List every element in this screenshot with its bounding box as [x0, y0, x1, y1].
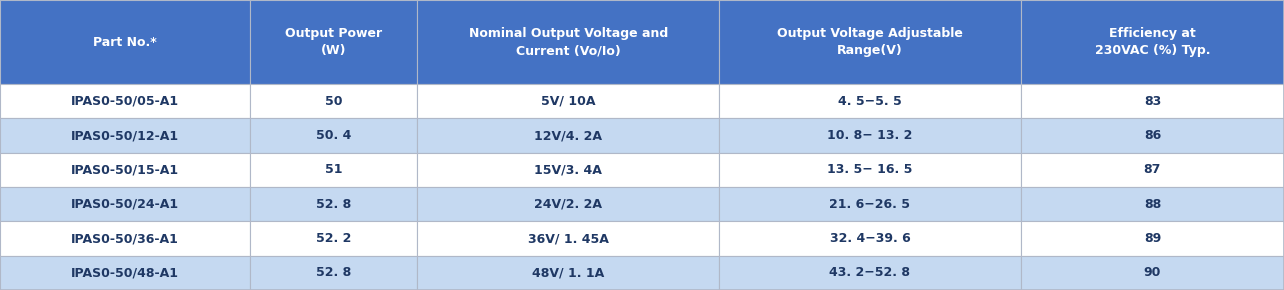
Text: 48V/ 1. 1A: 48V/ 1. 1A	[532, 266, 605, 279]
Bar	[250, 153, 417, 187]
Bar	[719, 118, 1021, 153]
Text: 89: 89	[1144, 232, 1161, 245]
Bar	[250, 118, 417, 153]
Bar	[0, 118, 250, 153]
Text: IPAS0-50/24-A1: IPAS0-50/24-A1	[71, 198, 180, 211]
Text: Part No.*: Part No.*	[94, 36, 157, 48]
Bar	[417, 118, 719, 153]
Text: 24V/2. 2A: 24V/2. 2A	[534, 198, 602, 211]
Text: 52. 2: 52. 2	[316, 232, 352, 245]
Text: IPAS0-50/12-A1: IPAS0-50/12-A1	[71, 129, 180, 142]
Bar	[250, 84, 417, 118]
Bar	[417, 221, 719, 256]
Bar	[719, 256, 1021, 290]
Text: IPAS0-50/36-A1: IPAS0-50/36-A1	[71, 232, 180, 245]
Bar	[719, 221, 1021, 256]
Text: 90: 90	[1144, 266, 1161, 279]
Text: 50: 50	[325, 95, 343, 108]
Bar	[417, 187, 719, 221]
Bar	[719, 84, 1021, 118]
Bar	[719, 0, 1021, 84]
Text: Output Voltage Adjustable
Range(V): Output Voltage Adjustable Range(V)	[777, 27, 963, 57]
Bar	[0, 84, 250, 118]
Text: 4. 5−5. 5: 4. 5−5. 5	[838, 95, 901, 108]
Bar	[1021, 118, 1284, 153]
Bar	[417, 0, 719, 84]
Text: Efficiency at
230VAC (%) Typ.: Efficiency at 230VAC (%) Typ.	[1095, 27, 1210, 57]
Text: IPAS0-50/48-A1: IPAS0-50/48-A1	[71, 266, 180, 279]
Bar	[0, 256, 250, 290]
Text: 50. 4: 50. 4	[316, 129, 352, 142]
Bar	[0, 153, 250, 187]
Bar	[719, 187, 1021, 221]
Text: 10. 8− 13. 2: 10. 8− 13. 2	[827, 129, 913, 142]
Text: 52. 8: 52. 8	[316, 266, 352, 279]
Text: IPAS0-50/05-A1: IPAS0-50/05-A1	[71, 95, 180, 108]
Bar	[719, 153, 1021, 187]
Text: 83: 83	[1144, 95, 1161, 108]
Bar	[417, 256, 719, 290]
Text: 52. 8: 52. 8	[316, 198, 352, 211]
Bar	[417, 84, 719, 118]
Text: 15V/3. 4A: 15V/3. 4A	[534, 163, 602, 176]
Bar	[1021, 221, 1284, 256]
Text: 43. 2−52. 8: 43. 2−52. 8	[829, 266, 910, 279]
Text: 13. 5− 16. 5: 13. 5− 16. 5	[827, 163, 913, 176]
Text: IPAS0-50/15-A1: IPAS0-50/15-A1	[71, 163, 180, 176]
Text: Output Power
(W): Output Power (W)	[285, 27, 383, 57]
Text: 51: 51	[325, 163, 343, 176]
Text: Nominal Output Voltage and
Current (Vo/Io): Nominal Output Voltage and Current (Vo/I…	[469, 27, 668, 57]
Bar	[1021, 256, 1284, 290]
Bar	[417, 153, 719, 187]
Bar	[0, 187, 250, 221]
Bar	[250, 221, 417, 256]
Bar	[250, 0, 417, 84]
Text: 12V/4. 2A: 12V/4. 2A	[534, 129, 602, 142]
Bar	[250, 187, 417, 221]
Text: 36V/ 1. 45A: 36V/ 1. 45A	[528, 232, 609, 245]
Text: 88: 88	[1144, 198, 1161, 211]
Bar	[1021, 84, 1284, 118]
Bar	[0, 221, 250, 256]
Text: 87: 87	[1144, 163, 1161, 176]
Bar	[1021, 187, 1284, 221]
Text: 5V/ 10A: 5V/ 10A	[541, 95, 596, 108]
Text: 86: 86	[1144, 129, 1161, 142]
Bar	[0, 0, 250, 84]
Bar	[1021, 153, 1284, 187]
Text: 32. 4−39. 6: 32. 4−39. 6	[829, 232, 910, 245]
Bar	[1021, 0, 1284, 84]
Bar	[250, 256, 417, 290]
Text: 21. 6−26. 5: 21. 6−26. 5	[829, 198, 910, 211]
